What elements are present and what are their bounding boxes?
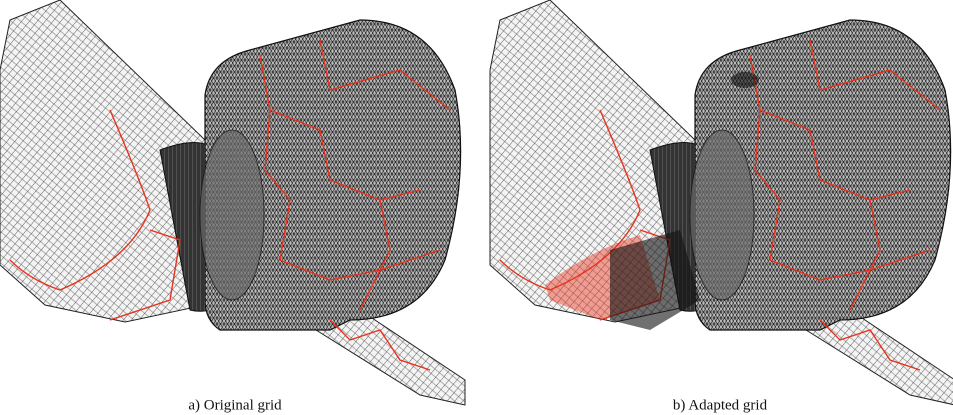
figure: a) Original grid b) Adapted grid — [0, 0, 953, 415]
page: a) Original grid b) Adapted grid (() => … — [0, 0, 953, 415]
caption: a) Original grid — [188, 397, 282, 413]
adapted-patch — [731, 72, 759, 88]
caption: b) Adapted grid — [673, 397, 768, 413]
panel-a — [0, 0, 465, 405]
panel-b — [490, 0, 953, 405]
